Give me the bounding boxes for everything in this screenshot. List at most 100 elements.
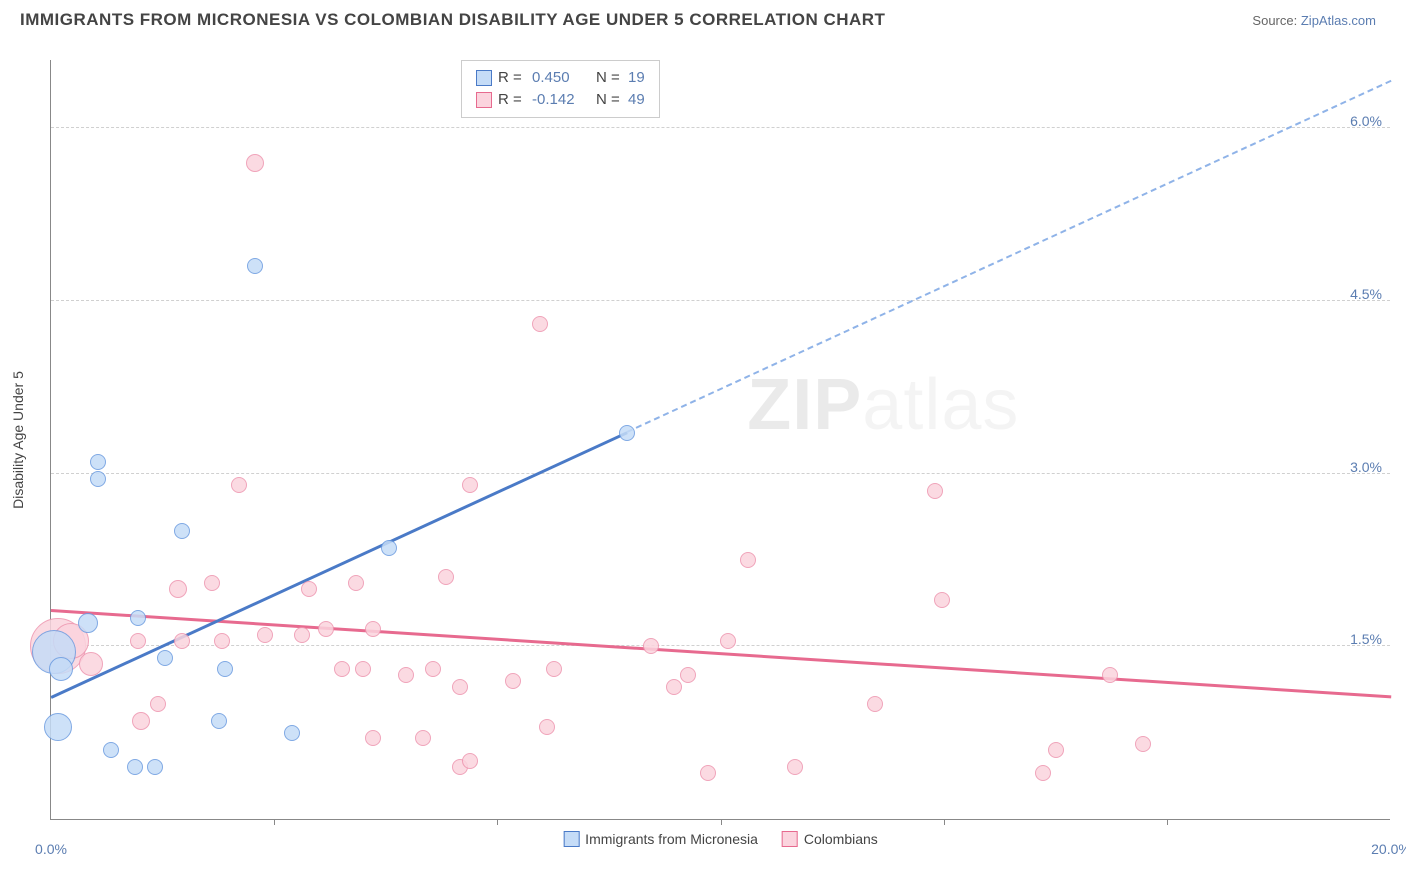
scatter-point — [462, 753, 478, 769]
legend-label-pink: Colombians — [804, 831, 878, 847]
scatter-point — [546, 661, 562, 677]
scatter-point — [1135, 736, 1151, 752]
scatter-point — [211, 713, 227, 729]
scatter-point — [425, 661, 441, 677]
scatter-point — [204, 575, 220, 591]
scatter-point — [355, 661, 371, 677]
scatter-point — [44, 713, 72, 741]
scatter-point — [284, 725, 300, 741]
r-label: R = — [498, 67, 526, 89]
swatch-pink-icon — [782, 831, 798, 847]
y-tick-label: 6.0% — [1350, 113, 1382, 129]
n-value-blue: 19 — [628, 67, 645, 89]
scatter-point — [301, 581, 317, 597]
scatter-point — [294, 627, 310, 643]
scatter-point — [130, 610, 146, 626]
scatter-point — [90, 454, 106, 470]
x-tick-mark — [1167, 819, 1168, 825]
trend-line — [50, 431, 627, 698]
scatter-point — [415, 730, 431, 746]
gridline-h — [51, 300, 1390, 301]
scatter-point — [79, 652, 103, 676]
r-label: R = — [498, 89, 526, 111]
scatter-point — [398, 667, 414, 683]
swatch-pink-icon — [476, 92, 492, 108]
scatter-point — [1048, 742, 1064, 758]
x-tick-mark — [944, 819, 945, 825]
y-tick-label: 1.5% — [1350, 631, 1382, 647]
x-tick-mark — [721, 819, 722, 825]
source-attribution: Source: ZipAtlas.com — [1252, 13, 1376, 28]
scatter-point — [49, 657, 73, 681]
scatter-point — [643, 638, 659, 654]
scatter-point — [1102, 667, 1118, 683]
scatter-point — [462, 477, 478, 493]
x-tick-label: 20.0% — [1371, 841, 1406, 857]
scatter-point — [867, 696, 883, 712]
scatter-point — [231, 477, 247, 493]
scatter-point — [130, 633, 146, 649]
scatter-point — [452, 679, 468, 695]
scatter-point — [103, 742, 119, 758]
trend-line — [627, 80, 1392, 433]
scatter-point — [174, 523, 190, 539]
scatter-point — [157, 650, 173, 666]
y-tick-label: 3.0% — [1350, 459, 1382, 475]
n-value-pink: 49 — [628, 89, 645, 111]
chart-header: IMMIGRANTS FROM MICRONESIA VS COLOMBIAN … — [0, 0, 1406, 30]
scatter-point — [740, 552, 756, 568]
scatter-point — [169, 580, 187, 598]
gridline-h — [51, 127, 1390, 128]
scatter-point — [700, 765, 716, 781]
stats-row-pink: R = -0.142 N = 49 — [476, 89, 645, 111]
watermark: ZIPatlas — [747, 364, 1019, 446]
stats-legend-box: R = 0.450 N = 19 R = -0.142 N = 49 — [461, 60, 660, 118]
scatter-point — [174, 633, 190, 649]
scatter-point — [1035, 765, 1051, 781]
scatter-point — [147, 759, 163, 775]
legend-item-pink: Colombians — [782, 831, 878, 847]
legend-label-blue: Immigrants from Micronesia — [585, 831, 758, 847]
swatch-blue-icon — [476, 70, 492, 86]
gridline-h — [51, 473, 1390, 474]
bottom-legend: Immigrants from Micronesia Colombians — [563, 831, 878, 847]
scatter-point — [214, 633, 230, 649]
source-link[interactable]: ZipAtlas.com — [1301, 13, 1376, 28]
source-label: Source: — [1252, 13, 1297, 28]
stats-row-blue: R = 0.450 N = 19 — [476, 67, 645, 89]
scatter-point — [381, 540, 397, 556]
plot-area: ZIPatlas R = 0.450 N = 19 R = -0.142 N =… — [50, 60, 1390, 820]
legend-item-blue: Immigrants from Micronesia — [563, 831, 758, 847]
scatter-point — [150, 696, 166, 712]
scatter-point — [247, 258, 263, 274]
scatter-point — [532, 316, 548, 332]
scatter-point — [505, 673, 521, 689]
scatter-point — [438, 569, 454, 585]
chart-area: Disability Age Under 5 ZIPatlas R = 0.45… — [50, 60, 1390, 820]
scatter-point — [348, 575, 364, 591]
scatter-point — [217, 661, 233, 677]
scatter-point — [680, 667, 696, 683]
swatch-blue-icon — [563, 831, 579, 847]
x-tick-mark — [274, 819, 275, 825]
scatter-point — [257, 627, 273, 643]
scatter-point — [90, 471, 106, 487]
r-value-blue: 0.450 — [532, 67, 582, 89]
scatter-point — [539, 719, 555, 735]
y-tick-label: 4.5% — [1350, 286, 1382, 302]
chart-title: IMMIGRANTS FROM MICRONESIA VS COLOMBIAN … — [20, 10, 885, 30]
x-tick-mark — [497, 819, 498, 825]
scatter-point — [720, 633, 736, 649]
n-label: N = — [596, 89, 622, 111]
scatter-point — [334, 661, 350, 677]
scatter-point — [666, 679, 682, 695]
scatter-point — [619, 425, 635, 441]
scatter-point — [365, 730, 381, 746]
y-axis-label: Disability Age Under 5 — [10, 371, 26, 509]
n-label: N = — [596, 67, 622, 89]
scatter-point — [365, 621, 381, 637]
r-value-pink: -0.142 — [532, 89, 582, 111]
scatter-point — [787, 759, 803, 775]
scatter-point — [318, 621, 334, 637]
scatter-point — [246, 154, 264, 172]
